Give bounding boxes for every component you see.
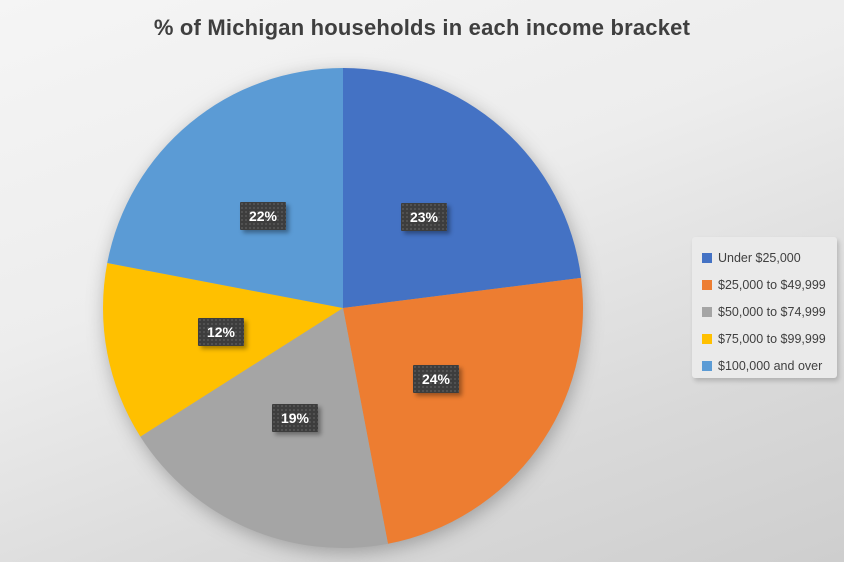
data-label-under-25000: 23% [401, 203, 447, 231]
pie-slice-3 [102, 263, 343, 437]
legend-label: $25,000 to $49,999 [718, 277, 826, 292]
pie-slice-2 [140, 308, 388, 549]
legend-item: $50,000 to $74,999 [692, 298, 837, 325]
legend-label: Under $25,000 [718, 250, 801, 265]
pie-slice-4 [107, 67, 343, 308]
data-label-100000-and-over: 22% [240, 202, 286, 230]
data-label-50000-to-74999: 19% [272, 404, 318, 432]
page-title: % of Michigan households in each income … [153, 15, 691, 40]
legend-swatch-icon [702, 333, 712, 344]
legend-item: $75,000 to $99,999 [692, 325, 837, 352]
legend-label: $75,000 to $99,999 [718, 331, 826, 346]
legend-item: $25,000 to $49,999 [692, 271, 837, 298]
legend-label: $50,000 to $74,999 [718, 304, 826, 319]
legend-label: $100,000 and over [718, 358, 823, 373]
legend-item: $100,000 and over [692, 352, 837, 379]
legend-item: Under $25,000 [692, 244, 837, 271]
legend-swatch-icon [702, 360, 712, 371]
pie-slice-1 [343, 277, 584, 544]
pie-chart [102, 67, 584, 549]
legend: Under $25,000 $25,000 to $49,999 $50,000… [692, 237, 837, 378]
legend-swatch-icon [702, 279, 712, 290]
legend-swatch-icon [702, 306, 712, 317]
data-label-25000-to-49999: 24% [413, 365, 459, 393]
data-label-75000-to-99999: 12% [198, 318, 244, 346]
pie-slice-0 [343, 68, 582, 308]
legend-swatch-icon [702, 252, 712, 263]
